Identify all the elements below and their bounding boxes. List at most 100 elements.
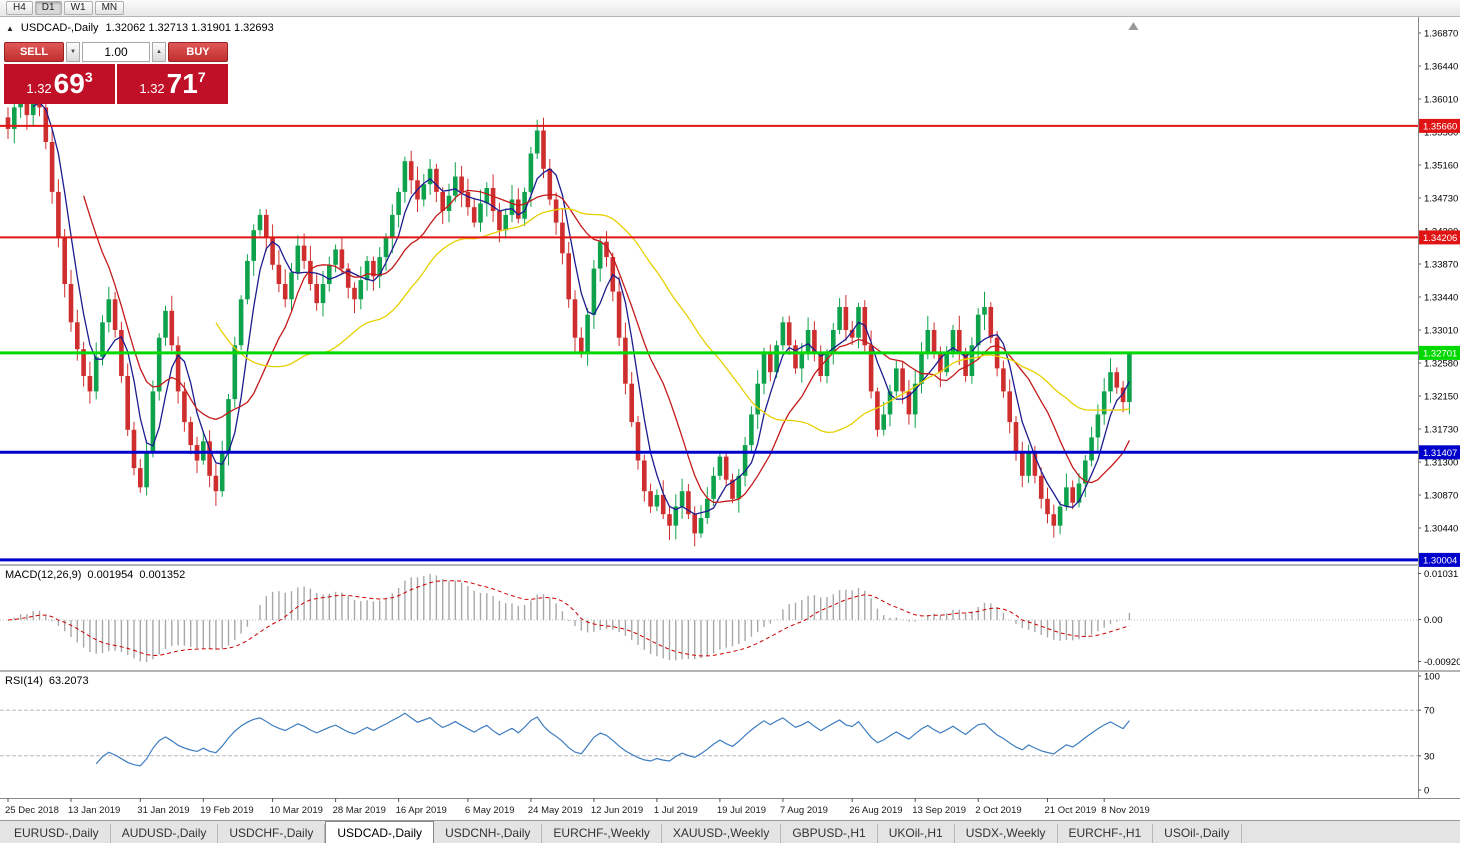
tab-usoil-daily[interactable]: USOil-,Daily: [1153, 824, 1242, 843]
one-click-controls-row: SELL ▼ ▲ BUY: [4, 42, 228, 62]
macd-main-value: 0.001954: [87, 569, 134, 581]
sell-price-prefix: 1.32: [26, 81, 52, 96]
svg-text:16 Apr 2019: 16 Apr 2019: [396, 805, 447, 816]
buy-price-prefix: 1.32: [139, 81, 165, 96]
volume-decrease-button[interactable]: ▼: [66, 42, 80, 62]
tab-eurchf-weekly[interactable]: EURCHF-,Weekly: [542, 824, 662, 843]
svg-text:21 Oct 2019: 21 Oct 2019: [1045, 805, 1097, 816]
macd-canvas[interactable]: 0.01031 0.00 -0.00920: [0, 566, 1460, 670]
timeframe-toolbar: H4 D1 W1 MN: [0, 0, 1460, 17]
macd-name-text: MACD(12,26,9): [5, 569, 82, 581]
svg-text:1.31407: 1.31407: [1423, 448, 1457, 459]
tab-usdx-weekly[interactable]: USDX-,Weekly: [955, 824, 1058, 843]
svg-text:1 Jul 2019: 1 Jul 2019: [654, 805, 698, 816]
svg-text:1.32580: 1.32580: [1424, 359, 1458, 370]
svg-text:12 Jun 2019: 12 Jun 2019: [591, 805, 643, 816]
volume-increase-button[interactable]: ▲: [152, 42, 166, 62]
macd-signal-value: 0.001352: [139, 569, 186, 581]
sell-price-display[interactable]: 1.32 69 3: [4, 64, 115, 104]
rsi-name-text: RSI(14): [5, 675, 43, 687]
svg-text:24 May 2019: 24 May 2019: [528, 805, 583, 816]
volume-input[interactable]: [82, 42, 150, 62]
timeframe-h4[interactable]: H4: [6, 1, 33, 15]
tab-gbpusd-h1[interactable]: GBPUSD-,H1: [781, 824, 878, 843]
buy-button[interactable]: BUY: [168, 42, 228, 62]
svg-text:100: 100: [1424, 672, 1440, 683]
svg-text:1.32150: 1.32150: [1424, 392, 1458, 403]
svg-text:1.30004: 1.30004: [1423, 555, 1457, 566]
macd-signal-line: [7, 580, 1130, 657]
svg-text:1.32701: 1.32701: [1423, 348, 1457, 359]
candles: [5, 75, 1132, 547]
macd-label: MACD(12,26,9) 0.001954 0.001352: [5, 569, 185, 581]
svg-text:1.34730: 1.34730: [1424, 194, 1458, 205]
scroll-to-end-marker: [1128, 22, 1139, 30]
chart-symbol-label: USDCAD-,Daily: [20, 22, 99, 34]
svg-text:7 Aug 2019: 7 Aug 2019: [780, 805, 828, 816]
timeframe-w1[interactable]: W1: [63, 1, 93, 15]
macd-indicator-panel: 0.01031 0.00 -0.00920 MACD(12,26,9) 0.0019…: [0, 566, 1460, 670]
price-level-badge: [1419, 345, 1460, 360]
svg-text:1.30440: 1.30440: [1424, 524, 1458, 535]
timeframe-d1[interactable]: D1: [34, 1, 62, 15]
svg-text:1.36440: 1.36440: [1424, 62, 1458, 73]
price-level-badge: [1419, 118, 1460, 133]
svg-text:2 Oct 2019: 2 Oct 2019: [975, 805, 1021, 816]
svg-text:70: 70: [1424, 706, 1435, 717]
tab-xauusd-weekly[interactable]: XAUUSD-,Weekly: [662, 824, 782, 843]
svg-text:6 May 2019: 6 May 2019: [465, 805, 515, 816]
svg-text:1.30870: 1.30870: [1424, 491, 1458, 502]
buy-price-display[interactable]: 1.32 71 7: [117, 64, 228, 104]
tab-usdchf-daily[interactable]: USDCHF-,Daily: [218, 824, 326, 843]
tab-usdcad-daily[interactable]: USDCAD-,Daily: [325, 821, 435, 843]
timeframe-mn[interactable]: MN: [94, 1, 125, 15]
svg-text:1.33440: 1.33440: [1424, 293, 1458, 304]
panel-splitter[interactable]: [0, 670, 1460, 672]
macd-histogram: [13, 574, 1131, 662]
svg-text:13 Jan 2019: 13 Jan 2019: [68, 805, 120, 816]
svg-text:31 Jan 2019: 31 Jan 2019: [137, 805, 189, 816]
svg-text:30: 30: [1424, 751, 1435, 762]
rsi-value: 63.2073: [48, 675, 89, 687]
svg-text:0.00: 0.00: [1424, 615, 1443, 626]
one-click-trading-panel: SELL ▼ ▲ BUY 1.32 69 3 1.32 71 7: [4, 42, 228, 104]
one-click-prices-row: 1.32 69 3 1.32 71 7: [4, 64, 228, 104]
svg-text:1.36870: 1.36870: [1424, 29, 1458, 40]
rsi-canvas[interactable]: 100 70 30 0: [0, 672, 1460, 798]
svg-text:28 Mar 2019: 28 Mar 2019: [333, 805, 386, 816]
date-axis[interactable]: 25 Dec 2018 13 Jan 2019 31 Jan 2019 19 Feb …: [0, 798, 1460, 820]
svg-text:-0.00920: -0.00920: [1424, 657, 1460, 668]
buy-price-fraction: 7: [197, 69, 206, 85]
rsi-indicator-panel: 100 70 30 0 RSI(14) 63.2073: [0, 672, 1460, 798]
panel-splitter[interactable]: [0, 564, 1460, 566]
svg-text:8 Nov 2019: 8 Nov 2019: [1101, 805, 1150, 816]
svg-text:0.01031: 0.01031: [1424, 569, 1458, 580]
sell-price-fraction: 3: [84, 69, 93, 85]
buy-price-pips: 71: [166, 68, 198, 99]
sell-button[interactable]: SELL: [4, 42, 64, 62]
tab-ukoil-h1[interactable]: UKOil-,H1: [878, 824, 955, 843]
chart-tab-bar: EURUSD-,Daily AUDUSD-,Daily USDCHF-,Daily U…: [0, 820, 1460, 843]
svg-text:26 Aug 2019: 26 Aug 2019: [849, 805, 902, 816]
sell-price-pips: 69: [53, 68, 85, 99]
svg-text:25 Dec 2018: 25 Dec 2018: [5, 805, 59, 816]
svg-text:1.33870: 1.33870: [1424, 260, 1458, 271]
moving-average-34: [215, 208, 1130, 434]
svg-text:13 Sep 2019: 13 Sep 2019: [912, 805, 966, 816]
svg-text:19 Feb 2019: 19 Feb 2019: [200, 805, 253, 816]
svg-text:1.33010: 1.33010: [1424, 326, 1458, 337]
date-axis-canvas: 25 Dec 2018 13 Jan 2019 31 Jan 2019 19 Feb …: [0, 798, 1460, 816]
tab-eurchf-h1[interactable]: EURCHF-,H1: [1058, 824, 1154, 843]
rsi-label: RSI(14) 63.2073: [5, 675, 89, 687]
price-chart-canvas[interactable]: 1.36870 1.36440 1.36010 1.35580 1.35160 1.347…: [0, 17, 1460, 567]
svg-text:1.31300: 1.31300: [1424, 458, 1458, 469]
one-click-collapse-icon[interactable]: ▲: [6, 23, 14, 33]
tab-usdcnh-daily[interactable]: USDCNH-,Daily: [434, 824, 543, 843]
chart-ohlc-values: 1.32062 1.32713 1.31901 1.32693: [105, 22, 274, 34]
tab-audusd-daily[interactable]: AUDUSD-,Daily: [111, 824, 219, 843]
svg-text:19 Jul 2019: 19 Jul 2019: [717, 805, 766, 816]
svg-text:1.35660: 1.35660: [1423, 121, 1457, 132]
svg-text:1.35160: 1.35160: [1424, 161, 1458, 172]
price-level-badge: [1419, 230, 1460, 245]
tab-eurusd-daily[interactable]: EURUSD-,Daily: [3, 824, 111, 843]
